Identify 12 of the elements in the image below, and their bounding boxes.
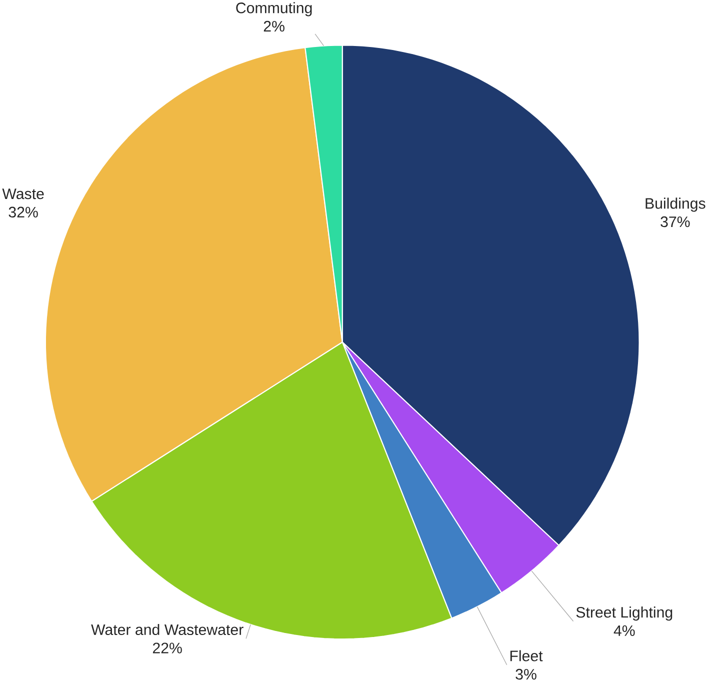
data-label: 3%: [516, 669, 536, 680]
slice-label: Waste: [2, 188, 44, 200]
data-label: 22%: [152, 642, 182, 654]
data-label: 4%: [614, 625, 635, 636]
slice-label: Buildings: [646, 198, 706, 212]
slice-label: Fleet: [510, 650, 543, 662]
slice-label: Street Lighting: [576, 606, 672, 621]
slice-label: Commuting: [236, 2, 312, 16]
data-label: 32%: [8, 206, 38, 218]
data-label: 2%: [264, 20, 284, 32]
data-label: 37%: [660, 216, 690, 228]
slice-label: Water and Wastewater: [91, 624, 244, 636]
